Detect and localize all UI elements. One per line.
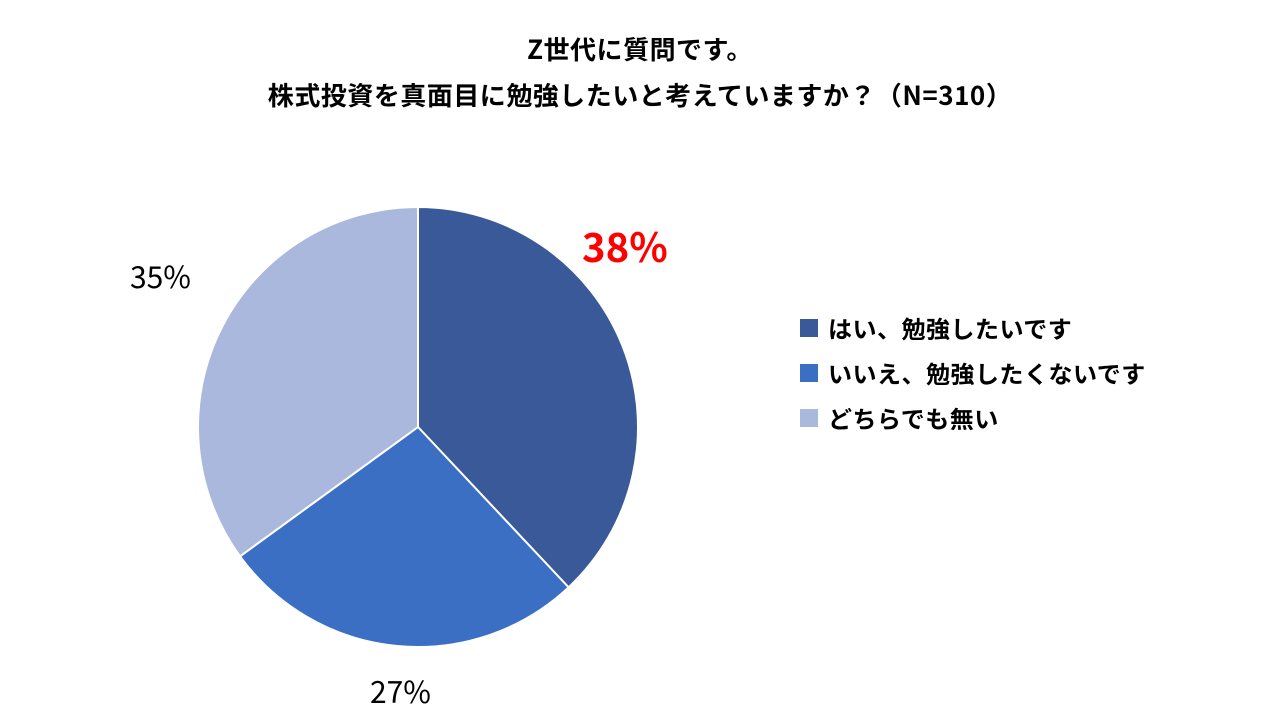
legend-item: どちらでも無い bbox=[800, 400, 1146, 435]
legend-label: いいえ、勉強したくないです bbox=[828, 355, 1146, 390]
legend: はい、勉強したいですいいえ、勉強したくないですどちらでも無い bbox=[800, 300, 1146, 445]
legend-item: いいえ、勉強したくないです bbox=[800, 355, 1146, 390]
pie-data-label: 35% bbox=[130, 253, 191, 297]
pie-data-label: 27% bbox=[370, 668, 431, 712]
legend-swatch-icon bbox=[800, 409, 818, 427]
legend-swatch-icon bbox=[800, 319, 818, 337]
legend-item: はい、勉強したいです bbox=[800, 310, 1146, 345]
legend-swatch-icon bbox=[800, 364, 818, 382]
legend-label: どちらでも無い bbox=[828, 400, 999, 435]
legend-label: はい、勉強したいです bbox=[828, 310, 1072, 345]
pie-data-label: 38% bbox=[582, 216, 668, 274]
